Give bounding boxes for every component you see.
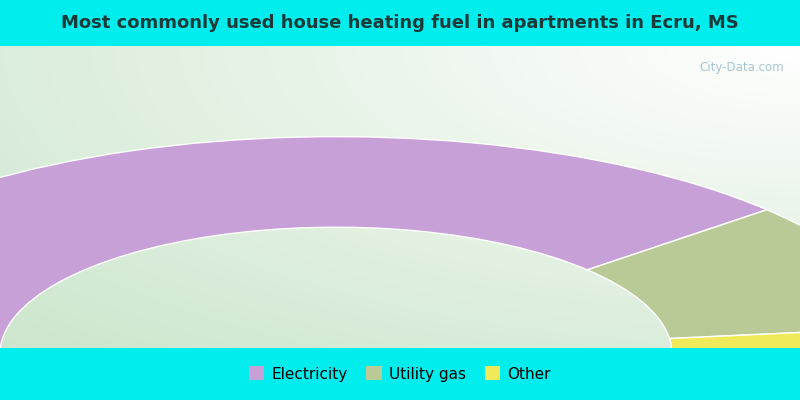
Wedge shape	[670, 328, 800, 354]
Text: City-Data.com: City-Data.com	[699, 61, 784, 74]
Legend: Electricity, Utility gas, Other: Electricity, Utility gas, Other	[249, 366, 551, 382]
Text: Most commonly used house heating fuel in apartments in Ecru, MS: Most commonly used house heating fuel in…	[61, 14, 739, 32]
Wedge shape	[0, 137, 767, 354]
Wedge shape	[587, 210, 800, 338]
